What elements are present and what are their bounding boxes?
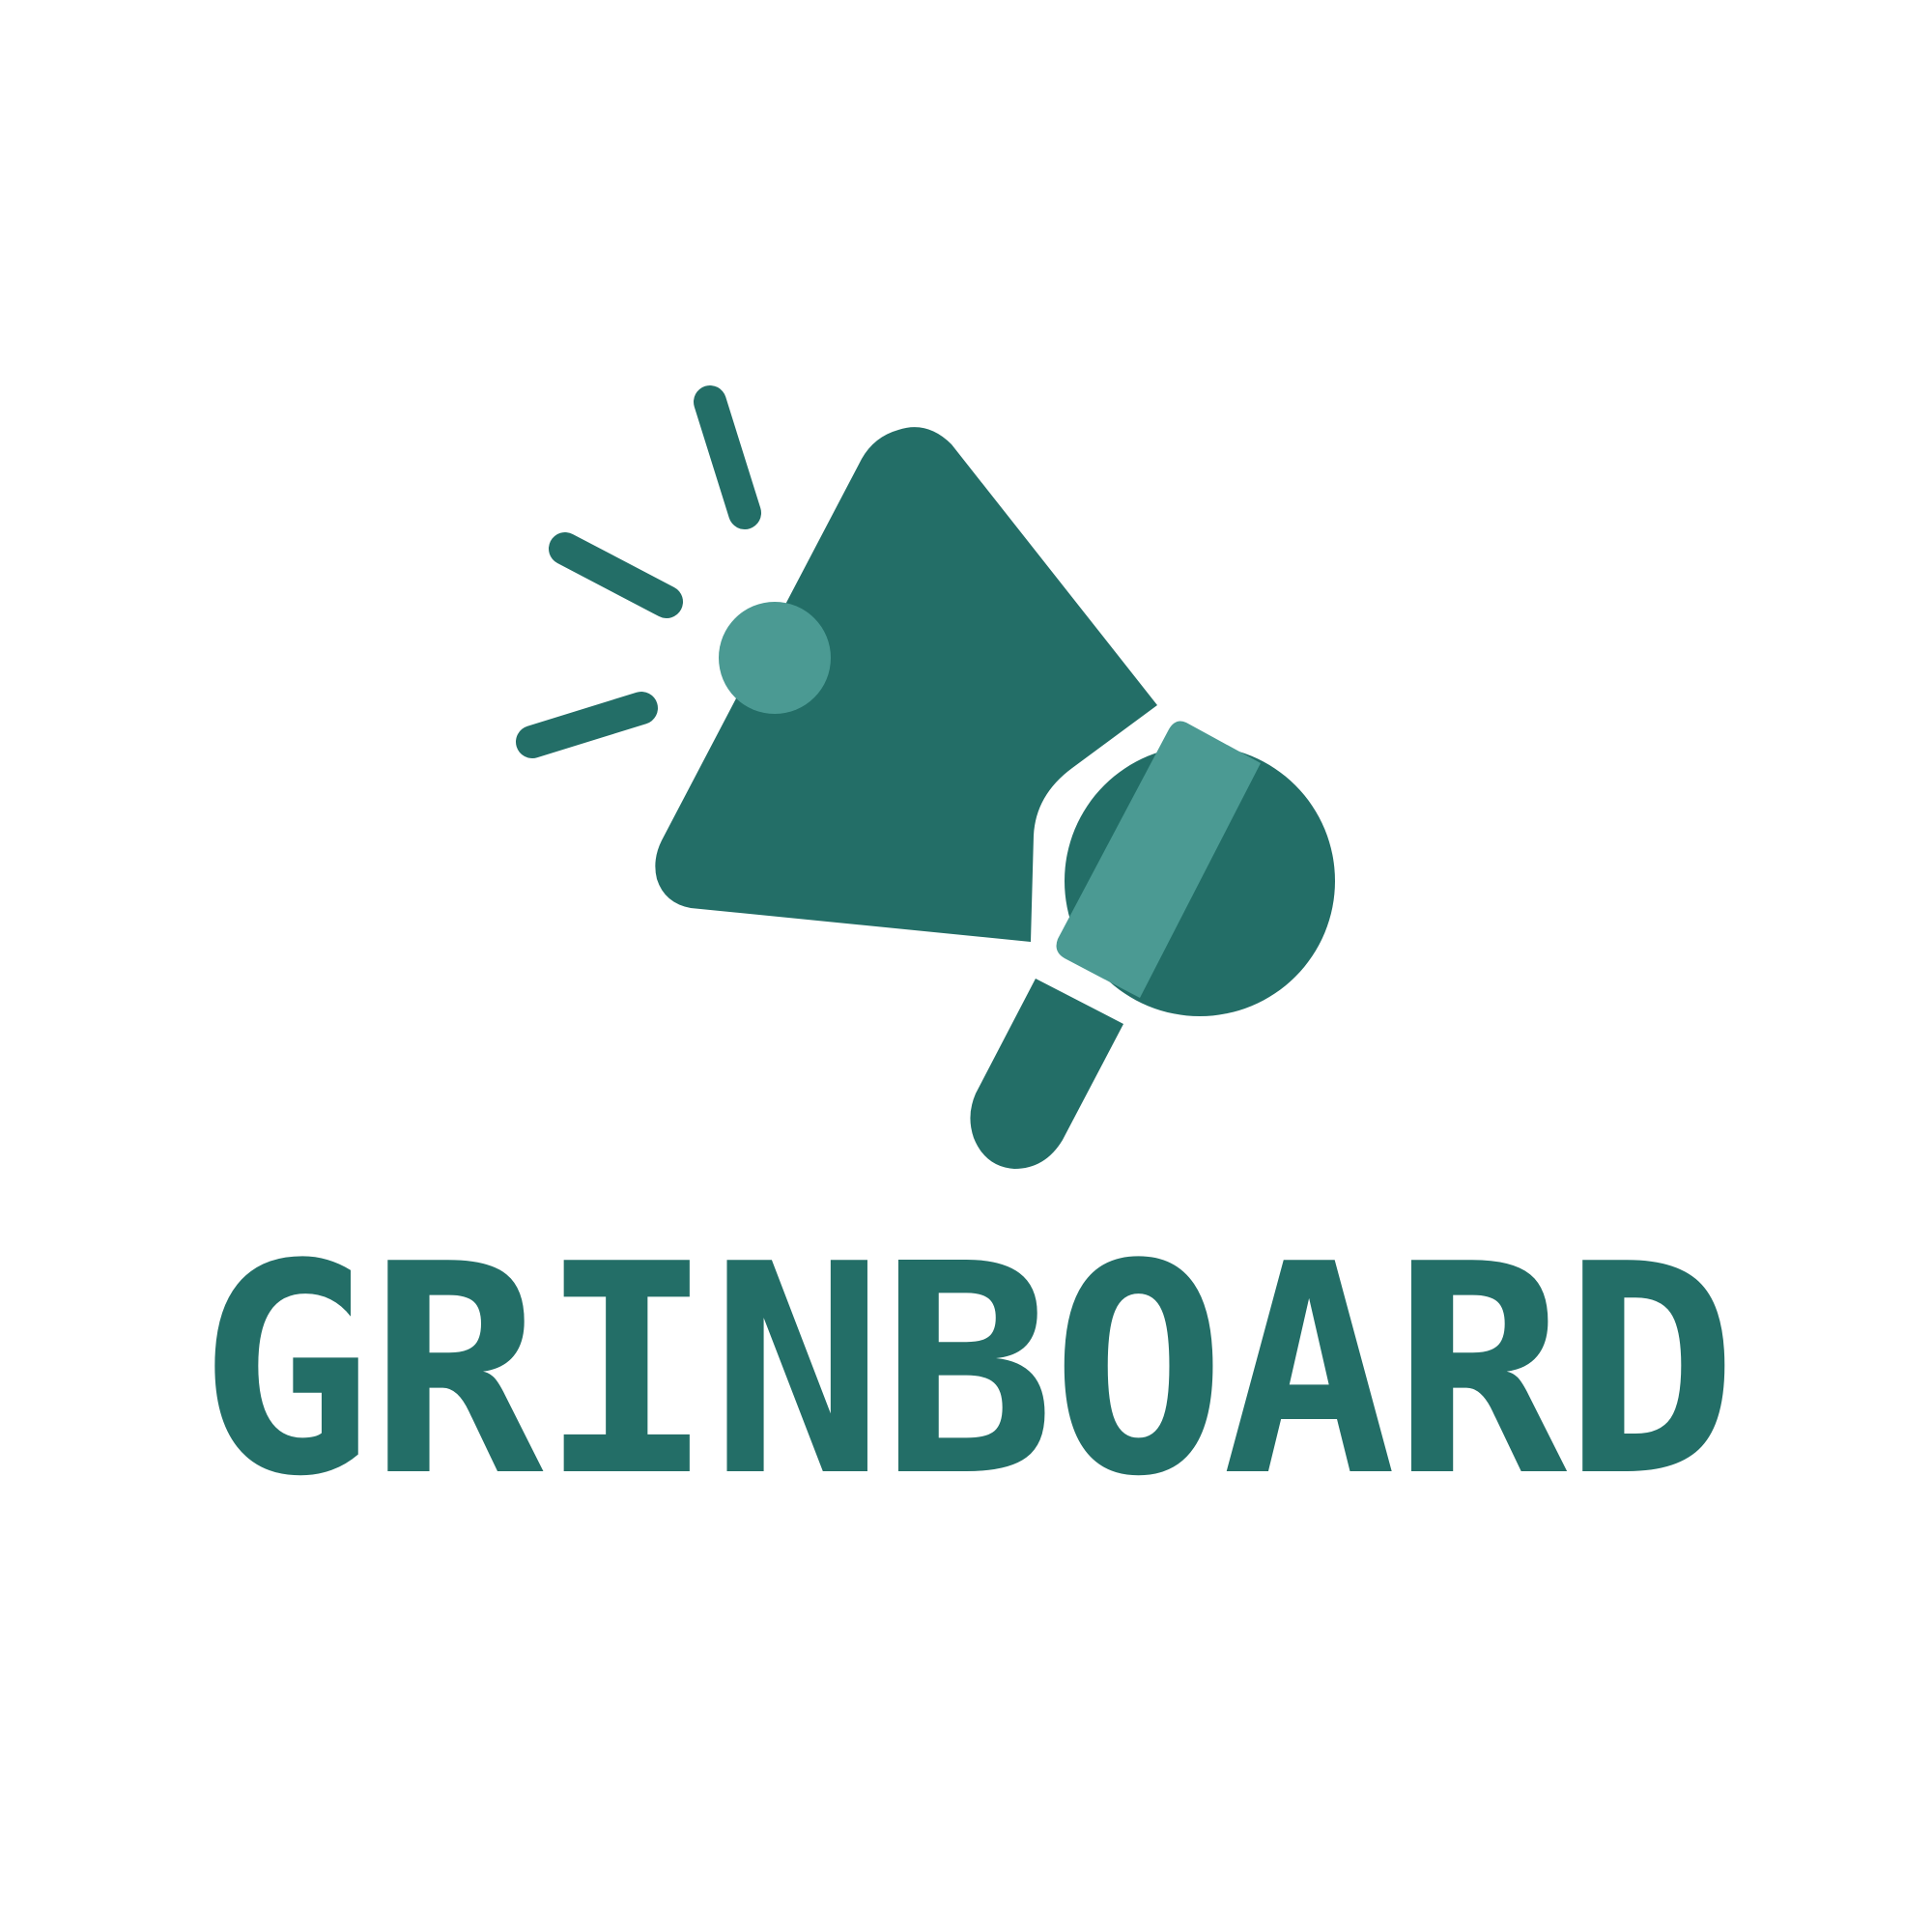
- sound-lines: [532, 402, 745, 742]
- sound-line-bottom: [532, 708, 641, 742]
- sound-line-middle: [565, 549, 667, 602]
- brand-name: GRINBOARD: [0, 1227, 1932, 1517]
- accent-dot: [719, 602, 831, 714]
- sound-line-top: [710, 402, 745, 513]
- megaphone-handle: [970, 979, 1123, 1169]
